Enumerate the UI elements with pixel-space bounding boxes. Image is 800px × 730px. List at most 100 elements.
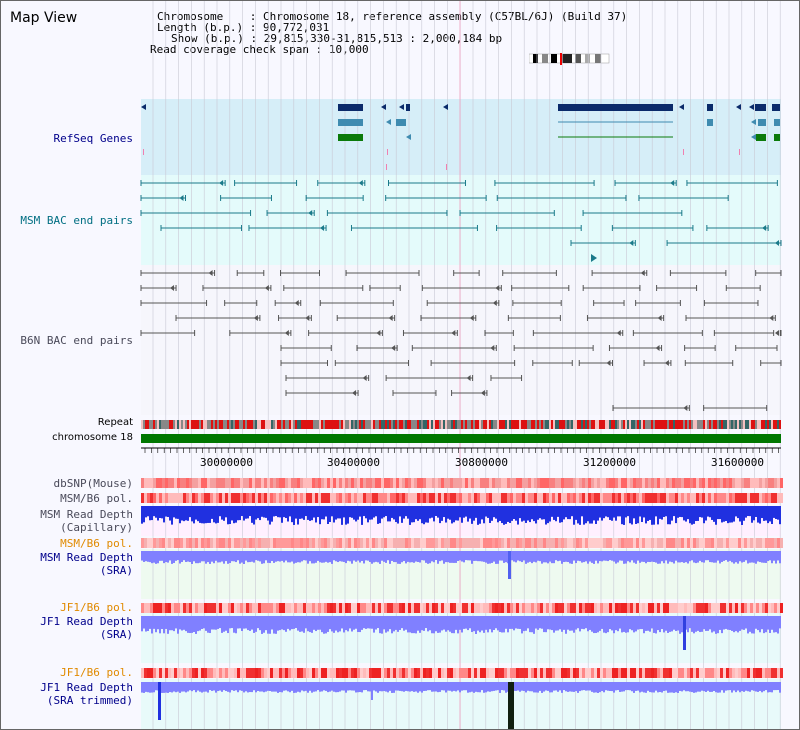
depth-bar xyxy=(255,616,257,632)
depth-bar xyxy=(653,551,655,562)
depth-bar xyxy=(631,616,633,631)
depth-bar xyxy=(761,616,763,630)
depth-bar xyxy=(231,616,233,629)
repeat-segment xyxy=(575,420,577,429)
depth-bar xyxy=(777,616,779,634)
heat-cell xyxy=(504,603,507,613)
repeat-segment xyxy=(223,420,225,429)
heat-cell xyxy=(507,603,510,613)
depth-bar xyxy=(747,682,749,692)
depth-bar xyxy=(173,616,175,632)
depth-bar xyxy=(195,551,197,564)
depth-bar xyxy=(679,616,681,634)
bac-pair-arrow xyxy=(657,315,662,321)
heat-cell xyxy=(402,493,405,503)
bac-pair-arrow xyxy=(388,315,393,321)
heat-cell xyxy=(756,603,759,613)
depth-bar xyxy=(591,551,593,563)
repeat-segment xyxy=(621,420,623,429)
chromosome-ideogram[interactable] xyxy=(529,53,611,65)
repeat-segment xyxy=(277,420,279,429)
heat-cell xyxy=(504,493,507,503)
depth-bar xyxy=(493,682,495,691)
depth-bar xyxy=(387,506,389,522)
depth-bar xyxy=(397,551,399,564)
repeat-segment xyxy=(419,420,421,429)
length-value: 90,772,031 xyxy=(262,21,330,34)
depth-bar xyxy=(551,616,553,631)
heat-cell xyxy=(309,493,312,503)
heat-cell xyxy=(375,478,378,488)
depth-bar xyxy=(427,551,429,564)
heat-cell xyxy=(774,493,777,503)
depth-bar xyxy=(499,682,501,693)
depth-bar xyxy=(403,682,405,692)
repeat-segment xyxy=(671,420,673,429)
heat-cell xyxy=(711,493,714,503)
heat-cell xyxy=(183,538,186,548)
heat-cell xyxy=(411,478,414,488)
depth-bar xyxy=(753,506,755,521)
depth-bar xyxy=(219,616,221,629)
depth-bar xyxy=(721,551,723,562)
depth-bar xyxy=(725,616,727,629)
depth-bar xyxy=(163,682,165,693)
heat-cell xyxy=(735,493,738,503)
depth-bar xyxy=(193,682,195,691)
depth-bar xyxy=(659,551,661,564)
depth-bar xyxy=(323,616,325,634)
heat-cell xyxy=(246,538,249,548)
depth-bar xyxy=(201,616,203,629)
repeat-segment xyxy=(239,420,241,429)
heat-cell xyxy=(240,478,243,488)
heat-cell xyxy=(720,668,723,678)
repeat-segment xyxy=(395,420,397,429)
depth-bar xyxy=(687,551,689,564)
depth-bar xyxy=(435,682,437,692)
heat-cell xyxy=(702,538,705,548)
heat-cell xyxy=(192,668,195,678)
depth-bar xyxy=(435,551,437,561)
depth-bar xyxy=(519,506,521,519)
depth-bar xyxy=(235,551,237,563)
heat-cell xyxy=(303,538,306,548)
heat-cell xyxy=(390,668,393,678)
depth-bar xyxy=(373,506,375,518)
heat-cell xyxy=(330,493,333,503)
gene-block xyxy=(406,104,410,111)
heat-cell xyxy=(393,538,396,548)
heat-cell xyxy=(207,603,210,613)
heat-cell xyxy=(201,538,204,548)
heat-cell xyxy=(342,478,345,488)
depth-bar xyxy=(713,551,715,563)
depth-bar xyxy=(617,682,619,691)
depth-bar xyxy=(279,616,281,631)
repeat-segment xyxy=(451,420,453,429)
repeat-segment xyxy=(507,420,509,429)
gene-arrow xyxy=(751,134,756,140)
heat-cell xyxy=(285,603,288,613)
depth-bar xyxy=(565,616,567,634)
depth-bar xyxy=(763,616,765,634)
heat-cell xyxy=(663,478,666,488)
depth-bar xyxy=(279,506,281,518)
heat-cell xyxy=(252,493,255,503)
repeat-segment xyxy=(727,420,729,429)
depth-bar xyxy=(429,616,431,631)
heat-cell xyxy=(465,478,468,488)
heat-cell xyxy=(249,478,252,488)
repeat-segment xyxy=(463,420,465,429)
dbsnp-label: dbSNP(Mouse) xyxy=(53,477,133,490)
depth-bar xyxy=(541,506,543,520)
depth-bar xyxy=(503,506,505,525)
heat-cell xyxy=(663,493,666,503)
depth-bar xyxy=(421,551,423,561)
depth-bar xyxy=(427,616,429,632)
heat-cell xyxy=(411,603,414,613)
heat-cell xyxy=(612,603,615,613)
depth-bar xyxy=(623,551,625,564)
depth-bar xyxy=(415,682,417,692)
heat-cell xyxy=(306,538,309,548)
depth-bar xyxy=(419,616,421,633)
